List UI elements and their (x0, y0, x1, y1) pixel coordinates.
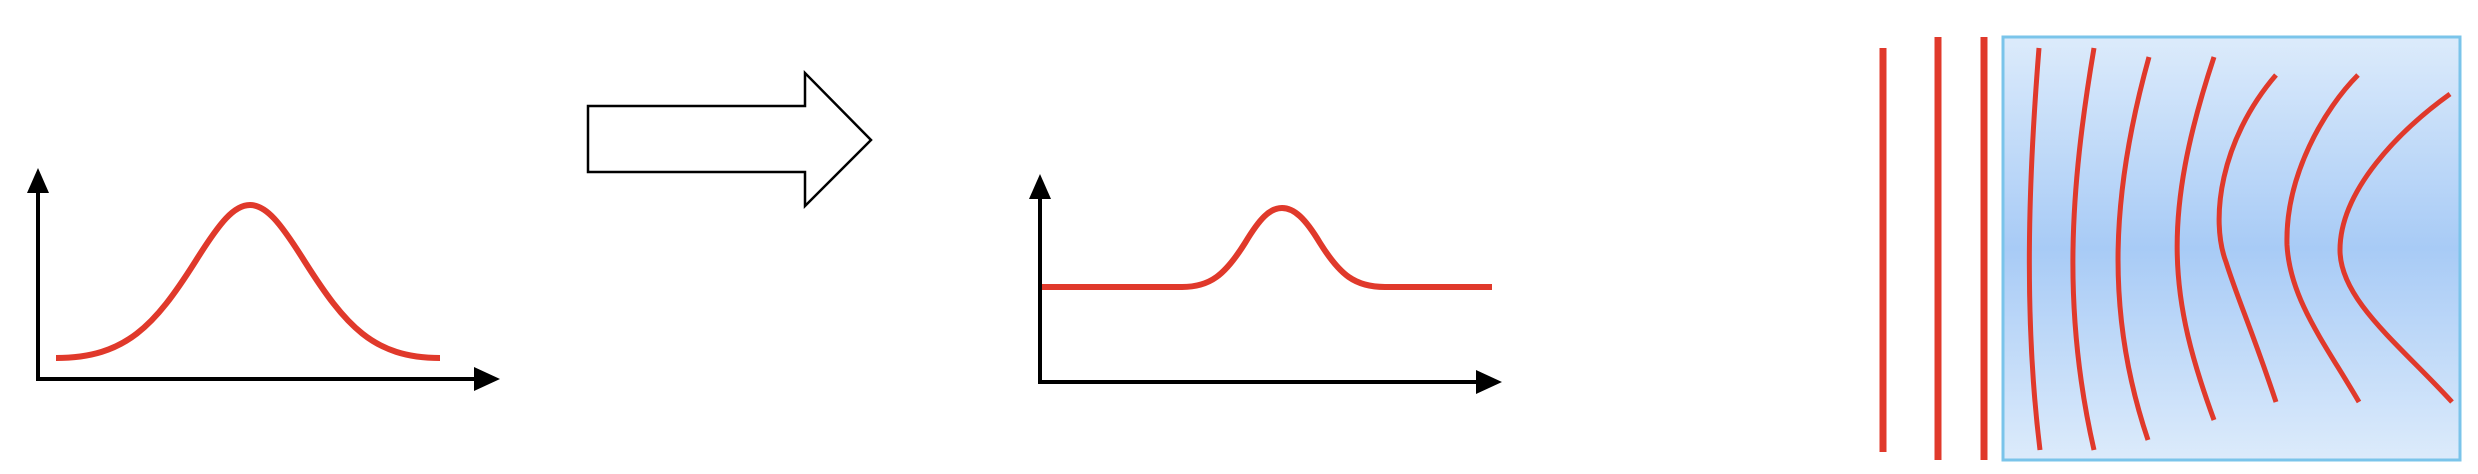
curved-wavefront-7 (2337, 91, 2454, 404)
medium-region (2001, 35, 2462, 462)
y-axis-arrowhead (27, 168, 49, 193)
wavefront-panel (1879, 35, 2462, 462)
curved-wavefront-5 (2216, 73, 2279, 403)
curved-wavefront-4 (2174, 56, 2217, 421)
output-pulse-graph (1029, 174, 1502, 394)
curved-wavefront-3 (2115, 56, 2152, 441)
transform-arrow (586, 69, 873, 210)
input-pulse-graph (27, 168, 500, 391)
curved-wavefront-1 (2026, 47, 2043, 451)
curved-wavefront-6 (2284, 73, 2362, 404)
gaussian-pulse-curve (55, 201, 441, 361)
x-axis-arrowhead (474, 367, 500, 391)
x-axis-arrowhead (1476, 370, 1502, 394)
curved-wavefront-2 (2070, 47, 2097, 451)
block-arrow-right-icon (586, 69, 873, 210)
y-axis-arrowhead (1029, 174, 1051, 199)
narrow-pulse-curve (1042, 204, 1492, 290)
